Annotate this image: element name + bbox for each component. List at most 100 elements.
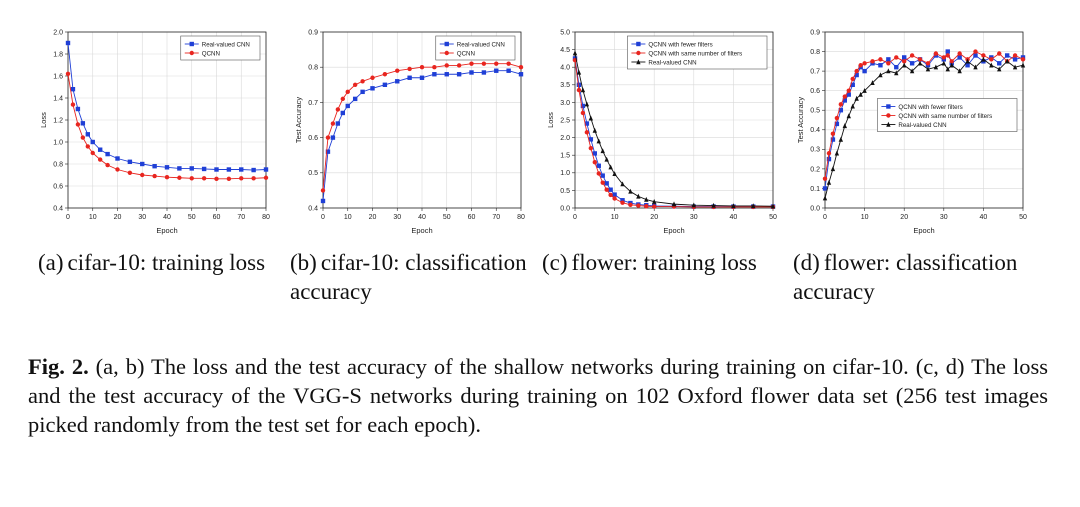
data-point — [886, 68, 891, 74]
data-point — [506, 61, 511, 66]
y-tick-label: 0.9 — [810, 29, 820, 36]
data-point — [957, 55, 962, 60]
data-point — [588, 145, 594, 151]
data-point — [989, 62, 994, 68]
y-tick-label: 0.8 — [810, 49, 820, 56]
data-point — [596, 138, 601, 144]
x-tick-label: 30 — [138, 214, 146, 221]
x-tick-label: 60 — [213, 214, 221, 221]
data-point — [878, 63, 883, 68]
x-axis-label: Epoch — [913, 226, 934, 235]
data-point — [584, 101, 590, 107]
y-tick-label: 0.5 — [560, 188, 570, 195]
x-tick-label: 30 — [690, 214, 698, 221]
y-axis-label: Loss — [546, 112, 555, 128]
data-point — [834, 115, 840, 121]
data-point — [1004, 58, 1010, 64]
subcaption-c-tag: (c) — [542, 250, 568, 275]
y-tick-label: 0.6 — [308, 135, 318, 142]
data-point — [335, 107, 341, 112]
subcaption-b: (b) cifar-10: classification accuracy — [290, 248, 536, 306]
data-point — [152, 164, 157, 169]
data-point — [263, 167, 269, 172]
y-tick-label: 2.0 — [53, 29, 63, 36]
chart-d: 0 10 20 30 40 50 0.0 0.1 0.2 0.3 0.4 0.5 0.6 0.7 0.8 0.… — [796, 29, 1027, 235]
data-point — [941, 55, 946, 60]
data-point — [330, 121, 336, 126]
data-point — [854, 72, 859, 78]
y-tick-label: 1.0 — [560, 170, 570, 177]
data-point — [345, 89, 350, 95]
data-point — [1020, 57, 1026, 62]
data-point — [90, 139, 95, 145]
data-point — [177, 175, 182, 180]
data-point — [494, 68, 499, 73]
data-point — [580, 110, 586, 116]
data-point — [997, 66, 1002, 72]
data-point — [620, 200, 625, 205]
series-2 — [572, 57, 776, 210]
y-tick-label: 1.4 — [53, 95, 63, 102]
data-point — [382, 72, 388, 77]
data-point — [80, 135, 86, 140]
data-point — [608, 187, 613, 192]
data-point — [80, 121, 86, 126]
data-point — [481, 61, 487, 66]
data-point — [644, 204, 649, 209]
legend-label: QCNN with fewer filters — [648, 41, 712, 48]
data-point — [325, 149, 331, 154]
y-tick-label: 0.7 — [308, 100, 318, 107]
data-point — [620, 198, 625, 203]
data-point — [127, 159, 133, 164]
data-point — [90, 150, 95, 156]
data-point — [862, 87, 867, 93]
data-point — [201, 176, 207, 181]
data-point — [75, 122, 81, 127]
legend-swatch-marker — [886, 121, 891, 127]
legend-label: QCNN with fewer filters — [898, 104, 962, 111]
subcaption-b-tag: (b) — [290, 250, 317, 275]
data-point — [957, 51, 962, 56]
data-point — [370, 75, 375, 80]
data-point — [945, 49, 950, 54]
y-tick-label: 0.3 — [810, 147, 820, 154]
data-point — [407, 75, 412, 80]
data-point — [933, 51, 939, 56]
data-point — [854, 68, 859, 74]
data-point — [70, 87, 76, 92]
series-1 — [572, 56, 776, 209]
data-point — [325, 135, 331, 140]
data-point — [239, 176, 244, 181]
series-3 — [822, 56, 1026, 201]
data-point — [870, 80, 875, 86]
data-point — [822, 176, 828, 181]
subcaption-d-text: flower: classification accuracy — [793, 250, 1018, 304]
chart-panel-d: 0 10 20 30 40 50 0.0 0.1 0.2 0.3 0.4 0.5 0.6 0.7 0.8 0.… — [795, 27, 1027, 242]
legend-label: QCNN — [202, 50, 220, 57]
legend-label: QCNN with same number of filters — [898, 113, 992, 120]
data-point — [580, 87, 586, 93]
x-tick-label: 50 — [1019, 214, 1027, 221]
data-point — [608, 192, 613, 198]
data-point — [226, 167, 232, 172]
data-point — [838, 108, 844, 113]
figure-caption: Fig. 2. (a, b) The loss and the test acc… — [28, 352, 1048, 439]
data-point — [854, 95, 859, 101]
subcaption-b-text: cifar-10: classification accuracy — [290, 250, 527, 304]
legend-label: Real-valued CNN — [457, 41, 505, 48]
data-point — [870, 59, 875, 64]
y-tick-label: 2.0 — [560, 135, 570, 142]
y-tick-label: 3.5 — [560, 82, 570, 89]
data-point — [894, 65, 899, 70]
chart-panel-b: 0 10 20 30 40 50 60 70 80 0.4 0.5 0.6 0.7 0.8 0.9 Epoch… — [293, 27, 525, 242]
data-point — [862, 68, 867, 74]
x-tick-label: 20 — [650, 214, 658, 221]
y-tick-label: 1.2 — [53, 117, 63, 124]
data-point — [432, 65, 437, 70]
data-point — [395, 68, 400, 73]
y-tick-label: 1.5 — [560, 153, 570, 160]
data-point — [902, 59, 907, 64]
data-point — [838, 102, 844, 107]
data-point — [214, 176, 219, 182]
data-point — [850, 76, 855, 82]
